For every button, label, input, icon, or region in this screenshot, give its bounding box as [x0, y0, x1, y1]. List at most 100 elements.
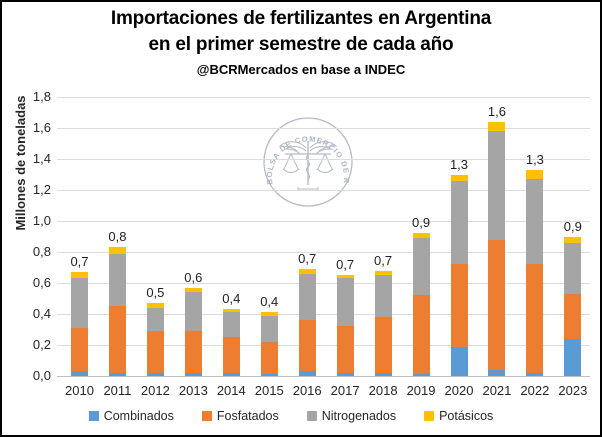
- bar-segment-combinados: [260, 374, 278, 376]
- x-tick-label: 2016: [292, 383, 322, 398]
- bar-total-label: 0,5: [146, 285, 165, 301]
- legend-item-potasicos: Potásicos: [424, 409, 493, 423]
- bar-segment-fosfatados: [374, 317, 392, 373]
- gridline: [57, 314, 590, 315]
- legend-item-fosfatados: Fosfatados: [201, 409, 279, 423]
- bar-total-label: 0,8: [108, 229, 127, 245]
- gridline: [57, 128, 590, 129]
- bar-segment-potasicos: [374, 270, 392, 276]
- y-tick-label: 0,2: [32, 337, 51, 352]
- bar-segment-combinados: [526, 372, 544, 376]
- bar-segment-potasicos: [146, 303, 164, 308]
- bar-segment-fosfatados: [412, 295, 430, 375]
- bar-segment-fosfatados: [260, 341, 278, 375]
- gridline: [57, 345, 590, 346]
- y-tick-label: 0,8: [32, 244, 51, 259]
- bar-segment-fosfatados: [71, 327, 88, 372]
- gridline: [57, 221, 590, 222]
- bar-segment-combinados: [108, 372, 126, 376]
- bar-segment-potasicos: [450, 174, 468, 181]
- bar-segment-potasicos: [564, 236, 582, 243]
- x-tick-label: 2010: [65, 383, 94, 398]
- chart-subtitle: @BCRMercados en base a INDEC: [196, 62, 406, 77]
- bar-segment-nitrogenados: [71, 278, 88, 328]
- bar-segment-combinados: [146, 372, 164, 376]
- bar-total-label: 0,9: [563, 218, 582, 234]
- bar-segment-combinados: [222, 372, 240, 376]
- legend-swatch-icon: [88, 411, 99, 421]
- bar-total-label: 1,6: [487, 103, 506, 119]
- y-tick-label: 1,2: [32, 182, 51, 197]
- legend-item-nitrogenados: Nitrogenados: [306, 409, 396, 423]
- x-tick-label: 2020: [444, 383, 474, 398]
- x-axis-line: [57, 376, 590, 377]
- gridline: [57, 190, 590, 191]
- bar-segment-fosfatados: [450, 264, 468, 347]
- legend-label: Potásicos: [439, 409, 494, 423]
- legend-swatch-icon: [306, 411, 317, 421]
- bar-segment-fosfatados: [146, 331, 164, 373]
- bar-segment-potasicos: [488, 121, 506, 132]
- bar-total-label: 0,7: [374, 252, 393, 268]
- chart-title-line1: Importaciones de fertilizantes en Argent…: [110, 8, 492, 29]
- x-tick-label: 2018: [368, 383, 398, 398]
- bar-total-label: 0,4: [222, 291, 241, 307]
- bar-total-label: 0,7: [70, 254, 89, 270]
- bar-segment-nitrogenados: [374, 275, 392, 318]
- bar-total-label: 0,6: [184, 269, 203, 285]
- bar-segment-fosfatados: [526, 264, 544, 373]
- x-tick-label: 2013: [178, 383, 208, 398]
- bar-segment-fosfatados: [184, 331, 202, 373]
- bar-segment-fosfatados: [298, 320, 316, 372]
- bar-segment-combinados: [184, 372, 202, 376]
- bar-total-label: 1,3: [449, 156, 469, 172]
- bar-segment-potasicos: [184, 287, 202, 293]
- y-tick-label: 1,8: [32, 89, 51, 104]
- bar-segment-potasicos: [298, 269, 316, 274]
- y-tick-label: 0,0: [32, 368, 51, 383]
- bar-total-label: 0,7: [298, 251, 317, 267]
- bar-segment-potasicos: [260, 312, 278, 316]
- bar-segment-fosfatados: [108, 306, 126, 373]
- x-tick-label: 2019: [406, 383, 436, 398]
- x-tick-label: 2014: [216, 383, 246, 398]
- bar-segment-nitrogenados: [108, 253, 126, 307]
- bar-segment-potasicos: [412, 233, 430, 239]
- bar-segment-nitrogenados: [222, 312, 240, 338]
- y-tick-label: 0,6: [32, 275, 51, 290]
- bar-segment-nitrogenados: [412, 238, 430, 296]
- x-tick-label: 2015: [254, 383, 284, 398]
- bar-segment-combinados: [298, 371, 316, 376]
- bar-segment-combinados: [71, 371, 88, 376]
- bar-segment-nitrogenados: [260, 315, 278, 342]
- bar-segment-combinados: [564, 338, 582, 376]
- bar-segment-fosfatados: [488, 239, 506, 370]
- watermark-seal-text: BOLSA DE COMERCIO DE ROSARIO: [261, 115, 350, 185]
- svg-text:BOLSA DE COMERCIO DE ROSARIO: BOLSA DE COMERCIO DE ROSARIO: [261, 115, 351, 185]
- y-tick-label: 1,0: [32, 213, 51, 228]
- legend-label: Combinados: [103, 409, 174, 423]
- bar-segment-nitrogenados: [488, 131, 506, 240]
- bar-segment-nitrogenados: [526, 179, 544, 265]
- bar-segment-potasicos: [71, 272, 88, 279]
- y-tick-label: 1,4: [32, 151, 51, 166]
- bcr-watermark-seal-icon: BOLSA DE COMERCIO DE ROSARIO: [261, 115, 353, 207]
- gridline: [57, 252, 590, 253]
- gridline: [57, 283, 590, 284]
- bar-segment-fosfatados: [336, 326, 354, 373]
- bar-segment-potasicos: [526, 169, 544, 180]
- legend-swatch-icon: [424, 411, 435, 421]
- x-tick-label: 2012: [140, 383, 170, 398]
- y-tick-label: 0,4: [32, 306, 51, 321]
- gridline: [57, 159, 590, 160]
- bar-total-label: 0,9: [412, 215, 431, 231]
- chart-title-line2: en el primer semestre de cada año: [148, 34, 454, 55]
- bar-total-label: 1,3: [525, 151, 544, 167]
- bar-segment-nitrogenados: [298, 273, 316, 321]
- x-tick-label: 2022: [520, 383, 550, 398]
- x-tick-label: 2023: [558, 383, 588, 398]
- bar-segment-nitrogenados: [184, 292, 202, 332]
- bar-segment-combinados: [336, 372, 354, 376]
- bar-segment-combinados: [450, 346, 468, 376]
